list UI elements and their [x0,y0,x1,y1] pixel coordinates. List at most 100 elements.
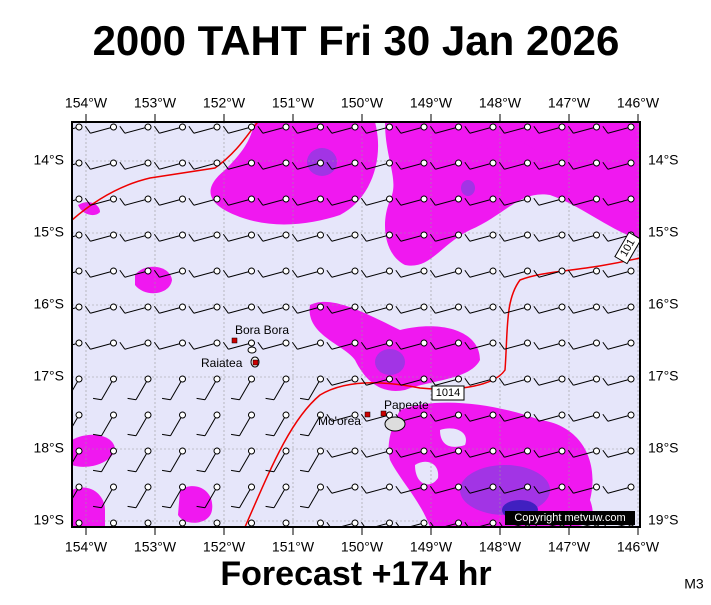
barb-station [248,231,255,239]
wind-barb [429,447,462,458]
barb-flag [395,449,402,458]
barb-staff [159,127,180,134]
barb-flag [360,413,367,422]
barb-flag [498,521,505,527]
wind-barb [230,375,255,401]
barb-flag [188,269,195,278]
barb-staff [504,163,525,170]
wind-barb [84,195,117,206]
barb-flag [119,305,126,314]
barb-station [75,339,83,347]
wind-barb [602,339,635,350]
barb-flag [265,505,275,509]
barb-station [351,519,359,527]
map-code: M3 [684,576,704,592]
wind-barb [188,303,221,314]
barb-flag [196,397,206,401]
wind-barb [429,303,462,314]
wind-barb [153,195,186,206]
wind-barb [119,159,152,170]
barb-staff [435,271,456,278]
barb-flag [360,305,367,314]
barb-flag [222,161,229,170]
wind-barb [395,123,428,134]
barb-staff [538,451,560,458]
barb-staff [90,127,111,134]
wind-barb [291,303,324,314]
barb-staff [193,343,215,350]
barb-flag [127,433,137,437]
barb-station [282,339,290,347]
wind-barb [360,375,393,386]
barb-station [317,483,324,491]
lat-label: 18°S [648,440,679,456]
lon-label: 151°W [272,539,315,555]
barb-flag [533,125,540,134]
barb-station [455,195,462,203]
barb-staff [607,307,629,314]
wind-barb [265,411,290,437]
barb-flag [222,269,229,278]
barb-flag [188,233,195,242]
barb-station [144,195,152,203]
barb-station [489,231,497,239]
barb-flag [196,469,206,473]
wind-barb [360,159,393,170]
wind-barb [84,339,117,350]
wind-barb [464,159,497,170]
barb-flag [567,233,574,242]
barb-station [317,519,324,527]
barb-station [282,411,290,419]
wind-barb [326,375,359,386]
barb-staff [400,343,422,350]
barb-flag [602,341,609,350]
wind-barb [92,447,117,473]
wind-barb [602,375,635,386]
barb-staff [204,381,216,401]
barb-station [558,447,566,455]
barb-station [282,159,290,167]
barb-station [593,447,600,455]
barb-flag [567,341,574,350]
barb-flag [395,305,402,314]
lat-label: 19°S [648,512,679,528]
barb-station [455,123,462,131]
barb-flag [119,341,126,350]
barb-staff [607,199,629,206]
place-label: Bora Bora [235,323,289,337]
wind-barb [92,411,117,437]
barb-flag [395,377,402,386]
barb-staff [607,487,629,494]
barb-station [144,303,152,311]
barb-staff [435,235,456,242]
wind-barb [153,159,186,170]
wind-barb [533,231,566,242]
wind-barb [326,483,359,494]
barb-station [213,195,221,203]
barb-flag [222,233,229,242]
barb-station [524,159,531,167]
barb-staff [262,199,284,206]
wind-barb [84,123,117,134]
barb-staff [204,417,216,437]
barb-staff [204,453,216,473]
barb-flag [153,341,160,350]
barb-station [144,519,152,527]
barb-station [317,195,324,203]
barb-station [420,375,428,383]
barb-station [213,339,221,347]
barb-staff [469,127,491,134]
barb-station [179,339,186,347]
barb-station [144,123,152,131]
barb-station [524,447,531,455]
barb-flag [395,269,402,278]
barb-station [489,267,497,275]
barb-station [627,267,635,275]
barb-flag [533,305,540,314]
barb-flag [429,449,436,458]
wind-barb [533,267,566,278]
barb-staff [239,381,251,401]
barb-staff [504,235,525,242]
barb-station [179,159,186,167]
barb-station [179,519,186,527]
